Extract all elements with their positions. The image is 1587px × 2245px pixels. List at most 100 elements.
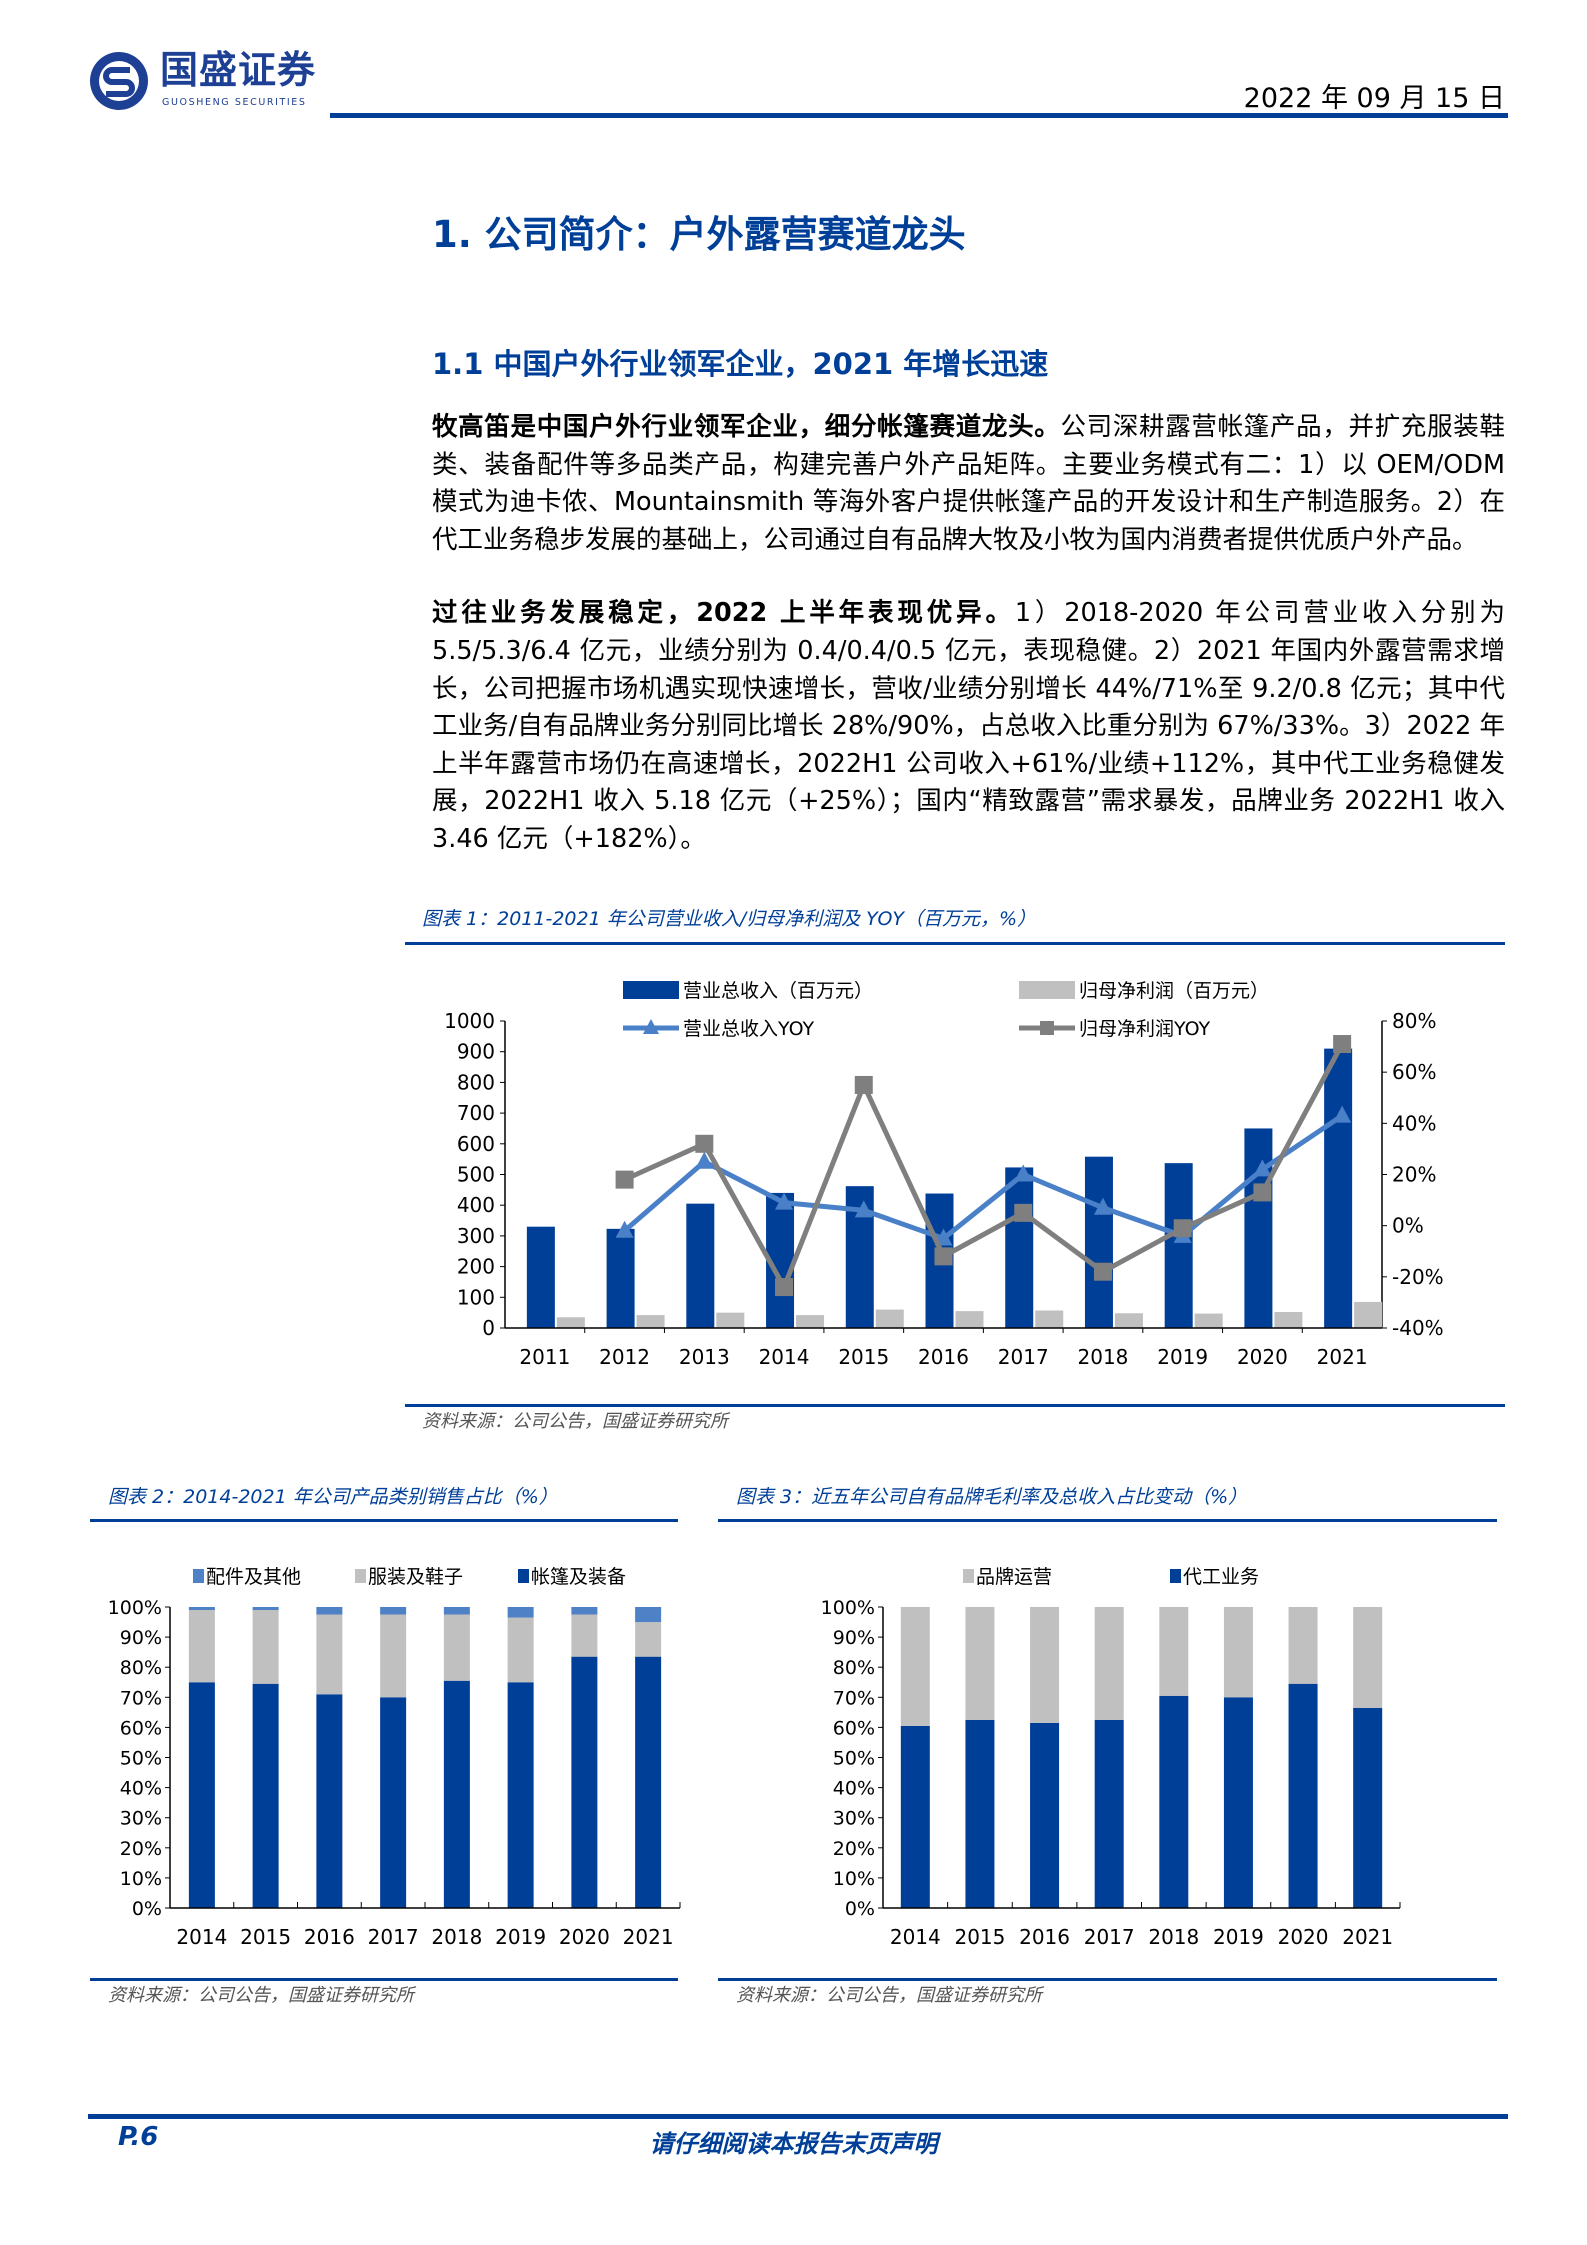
- marker-revenue-yoy: [615, 1220, 634, 1238]
- marker-profit-yoy: [1093, 1262, 1112, 1281]
- x-tick-label: 2015: [240, 1925, 291, 1949]
- legend-swatch: [1019, 980, 1075, 999]
- y-tick-label: 90%: [833, 1627, 875, 1649]
- y-tick-label: 40%: [120, 1777, 162, 1799]
- legend-label: 代工业务: [1183, 1566, 1259, 1588]
- bar-revenue: [686, 1203, 715, 1328]
- bar-profit: [1194, 1313, 1223, 1328]
- marker-profit-yoy: [1173, 1218, 1192, 1237]
- legend-marker: [1040, 1020, 1054, 1035]
- stacked-bar-segment: [252, 1606, 279, 1610]
- marker-revenue-yoy: [1253, 1158, 1272, 1176]
- marker-profit-yoy: [1014, 1203, 1033, 1222]
- y-tick-label: 60%: [833, 1717, 875, 1739]
- stacked-bar-segment: [1288, 1683, 1318, 1908]
- stacked-bar-segment: [571, 1606, 598, 1615]
- figure-3-bottom-rule: [718, 1977, 1497, 1981]
- stacked-bar-segment: [507, 1606, 534, 1618]
- legend-label: 归母净利润（百万元）: [1079, 980, 1269, 1002]
- x-tick-label: 2014: [759, 1345, 810, 1369]
- chart-category-shares: 0% 10% 20% 30% 40% 50% 60% 70% 80% 90% 100% 2014 201…: [108, 1566, 1401, 1949]
- chart-revenue-profit: 0 100 200 300 400 500 600 700 800 900 1000 -40% -20%…: [444, 980, 1444, 1369]
- stacked-bar-segment: [900, 1606, 930, 1726]
- y-tick-label: 600: [457, 1131, 495, 1155]
- x-tick-label: 2016: [918, 1345, 969, 1369]
- figure-1-top-rule: [405, 941, 1505, 945]
- stacked-bar-segment: [1030, 1606, 1060, 1723]
- y-tick-label: 900: [457, 1039, 495, 1063]
- stacked-bar-segment: [1094, 1719, 1124, 1908]
- bar-profit: [1035, 1310, 1064, 1328]
- x-tick-label: 2018: [1078, 1345, 1129, 1369]
- legend-swatch: [1170, 1568, 1181, 1583]
- bar-profit: [716, 1312, 745, 1328]
- y-tick-label: 40%: [833, 1777, 875, 1799]
- y-tick-label: 100%: [108, 1597, 162, 1619]
- bar-revenue: [606, 1228, 635, 1328]
- x-tick-label: 2013: [679, 1345, 730, 1369]
- figure-3-caption: 图表 3：近五年公司自有品牌毛利率及总收入占比变动（%）: [736, 1485, 1248, 1508]
- stacked-bar-segment: [380, 1614, 407, 1697]
- bar-profit: [556, 1316, 585, 1328]
- bar-profit: [1354, 1301, 1383, 1328]
- y-tick-label: 0%: [132, 1898, 162, 1920]
- y-tick-label: 700: [457, 1101, 495, 1125]
- bar-profit: [796, 1314, 825, 1328]
- y-tick-label: 20%: [120, 1837, 162, 1859]
- marker-profit-yoy: [1253, 1182, 1272, 1201]
- subsection-title: 1.1 中国户外行业领军企业，2021 年增长迅速: [432, 347, 1049, 381]
- stacked-bar-segment: [571, 1614, 598, 1657]
- stacked-bar-segment: [507, 1681, 534, 1908]
- bar-revenue: [1244, 1127, 1273, 1328]
- logo-text: 国盛证券: [160, 48, 317, 92]
- y-tick-label: 20%: [833, 1837, 875, 1859]
- stacked-bar-segment: [635, 1656, 662, 1908]
- figure-1-bottom-rule: [405, 1403, 1505, 1407]
- stacked-bar-segment: [1223, 1606, 1253, 1697]
- y-tick-label: 100: [457, 1285, 495, 1309]
- y-tick-label: 30%: [833, 1807, 875, 1829]
- x-tick-label: 2021: [1317, 1345, 1368, 1369]
- header-divider: [330, 113, 1508, 118]
- stacked-bar-segment: [380, 1606, 407, 1615]
- x-tick-label: 2018: [431, 1925, 482, 1949]
- x-tick-label: 2015: [838, 1345, 889, 1369]
- x-tick-label: 2014: [176, 1925, 227, 1949]
- figure-2-source: 资料来源：公司公告，国盛证券研究所: [108, 1984, 414, 2006]
- marker-revenue-yoy: [854, 1199, 873, 1217]
- bar-profit: [875, 1309, 904, 1328]
- figure-3-source: 资料来源：公司公告，国盛证券研究所: [736, 1984, 1042, 2006]
- y-tick-label: 70%: [833, 1687, 875, 1709]
- y-tick-label: 60%: [120, 1717, 162, 1739]
- bar-profit: [955, 1310, 984, 1328]
- y2-tick-label: 40%: [1392, 1111, 1436, 1135]
- figure-1-caption: 图表 1：2011-2021 年公司营业收入/归母净利润及 YOY（百万元，%）: [422, 907, 1037, 930]
- y-tick-label: 50%: [120, 1747, 162, 1769]
- x-tick-label: 2017: [368, 1925, 419, 1949]
- y-tick-label: 800: [457, 1070, 495, 1094]
- x-tick-label: 2019: [1213, 1925, 1264, 1949]
- stacked-bar-segment: [252, 1609, 279, 1684]
- paragraph-2: 过往业务发展稳定，2022 上半年表现优异。1）2018-2020 年公司营业收…: [432, 595, 1505, 858]
- stacked-bar-segment: [1094, 1606, 1124, 1720]
- marker-profit-yoy: [775, 1277, 794, 1296]
- legend-label: 归母净利润YOY: [1079, 1018, 1210, 1040]
- y-tick-label: 500: [457, 1162, 495, 1186]
- paragraph-lead: 过往业务发展稳定，2022 上半年表现优异。: [432, 598, 1015, 629]
- stacked-bar-segment: [1159, 1695, 1189, 1908]
- y2-tick-label: 80%: [1392, 1009, 1436, 1033]
- stacked-bar-segment: [965, 1606, 995, 1720]
- stacked-bar-segment: [443, 1680, 470, 1908]
- y-tick-label: 50%: [833, 1747, 875, 1769]
- y-tick-label: 0%: [845, 1898, 875, 1920]
- figure-1-source: 资料来源：公司公告，国盛证券研究所: [422, 1410, 728, 1432]
- stacked-bar-segment: [443, 1606, 470, 1615]
- y-tick-label: 10%: [120, 1867, 162, 1889]
- y-tick-label: 300: [457, 1223, 495, 1247]
- marker-profit-yoy: [615, 1170, 634, 1189]
- line-revenue-yoy: [622, 1113, 1344, 1241]
- marker-revenue-yoy: [695, 1151, 714, 1169]
- line-profit-yoy: [623, 1042, 1345, 1293]
- x-tick-label: 2017: [1084, 1925, 1135, 1949]
- bar-revenue: [1005, 1166, 1034, 1328]
